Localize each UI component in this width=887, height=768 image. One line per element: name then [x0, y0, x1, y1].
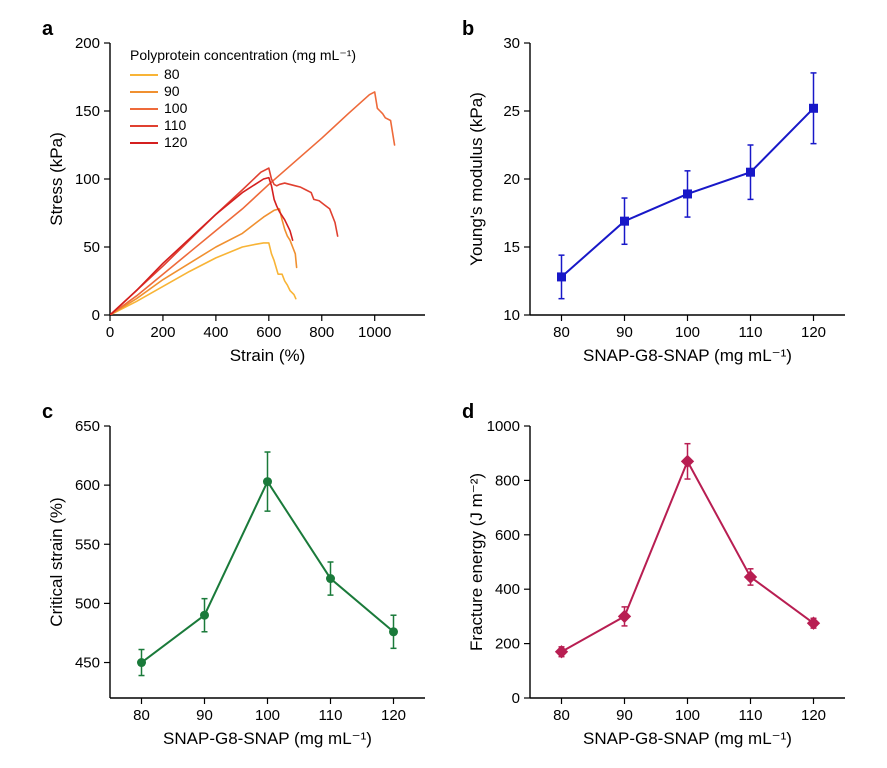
data-point [746, 168, 755, 177]
ylabel: Stress (kPa) [47, 132, 66, 226]
xtick-label: 90 [616, 324, 633, 341]
xtick-label: 0 [106, 324, 114, 341]
ylabel: Fracture energy (J m⁻²) [467, 473, 486, 651]
ytick-label: 150 [75, 103, 100, 120]
xtick-label: 600 [256, 324, 281, 341]
series-line [562, 461, 814, 651]
xtick-label: 110 [739, 707, 763, 724]
data-point [683, 189, 692, 198]
ytick-label: 15 [503, 239, 520, 256]
panel-a: a 0 200 400 600 800 1000 0 50 100 150 200 Strain (%)… [42, 18, 425, 365]
xtick-label: 120 [801, 324, 826, 341]
legend-item: 100 [164, 100, 188, 116]
data-point [618, 610, 631, 623]
data-point [620, 217, 629, 226]
xlabel: SNAP-G8-SNAP (mg mL⁻¹) [583, 346, 792, 365]
legend-title: Polyprotein concentration (mg mL⁻¹) [130, 47, 356, 63]
ytick-label: 450 [75, 655, 100, 672]
legend-item: 110 [164, 117, 187, 133]
panel-c: c 80 90 100 110 120 450 500 550 600 650 SNAP-G8-SNA… [42, 401, 425, 748]
ylabel: Critical strain (%) [47, 497, 66, 626]
data-point [681, 455, 694, 468]
xtick-label: 200 [150, 324, 175, 341]
data-point [389, 627, 398, 636]
legend: Polyprotein concentration (mg mL⁻¹)80901… [130, 47, 356, 150]
panel-label-b: b [462, 18, 474, 40]
data-point [744, 570, 757, 583]
xtick-label: 80 [133, 707, 150, 724]
legend-item: 90 [164, 83, 180, 99]
ytick-label: 20 [503, 171, 520, 188]
panel-label-c: c [42, 401, 53, 423]
panel-b: b 80 90 100 110 120 10 15 20 25 30 SNAP-G8-SNAP (mg… [462, 18, 845, 365]
data-point [557, 272, 566, 281]
ytick-label: 50 [83, 239, 100, 256]
xtick-label: 120 [801, 707, 826, 724]
panel-d: d 80 90 100 110 120 0 200 400 600 800 1000 SNAP-G8-S… [462, 401, 845, 748]
data-point [137, 658, 146, 667]
ytick-label: 200 [75, 35, 100, 52]
xtick-label: 110 [739, 324, 763, 341]
legend-item: 80 [164, 66, 180, 82]
ytick-label: 800 [495, 472, 520, 489]
ytick-label: 25 [503, 103, 520, 120]
ytick-label: 650 [75, 418, 100, 435]
ylabel: Young's modulus (kPa) [467, 92, 486, 266]
series-80 [110, 243, 296, 315]
xtick-label: 120 [381, 707, 406, 724]
xtick-label: 100 [675, 707, 700, 724]
xtick-label: 1000 [358, 324, 391, 341]
xtick-label: 100 [675, 324, 700, 341]
ytick-label: 100 [75, 171, 100, 188]
xtick-label: 80 [553, 324, 570, 341]
xlabel: SNAP-G8-SNAP (mg mL⁻¹) [583, 729, 792, 748]
panel-label-a: a [42, 18, 54, 40]
series-90 [110, 209, 297, 315]
panel-label-d: d [462, 401, 474, 423]
ytick-label: 1000 [487, 418, 520, 435]
data-point [200, 611, 209, 620]
xtick-label: 100 [255, 707, 280, 724]
ytick-label: 10 [503, 307, 520, 324]
xtick-label: 400 [203, 324, 228, 341]
ytick-label: 0 [512, 690, 520, 707]
ytick-label: 30 [503, 35, 520, 52]
ytick-label: 400 [495, 581, 520, 598]
ytick-label: 500 [75, 595, 100, 612]
xtick-label: 90 [616, 707, 633, 724]
xlabel: Strain (%) [230, 346, 306, 365]
legend-item: 120 [164, 134, 188, 150]
xtick-label: 90 [196, 707, 213, 724]
data-point [809, 104, 818, 113]
data-point [326, 574, 335, 583]
xtick-label: 110 [319, 707, 343, 724]
ytick-label: 600 [75, 477, 100, 494]
ytick-label: 0 [92, 307, 100, 324]
figure-svg: a02004006008001000050100150200Strain (%)… [0, 0, 887, 768]
data-point [807, 617, 820, 630]
ytick-label: 600 [495, 527, 520, 544]
xlabel: SNAP-G8-SNAP (mg mL⁻¹) [163, 729, 372, 748]
ytick-label: 550 [75, 536, 100, 553]
xtick-label: 800 [309, 324, 334, 341]
ytick-label: 200 [495, 636, 520, 653]
data-point [263, 477, 272, 486]
data-point [555, 645, 568, 658]
figure-container: a02004006008001000050100150200Strain (%)… [0, 0, 887, 768]
xtick-label: 80 [553, 707, 570, 724]
